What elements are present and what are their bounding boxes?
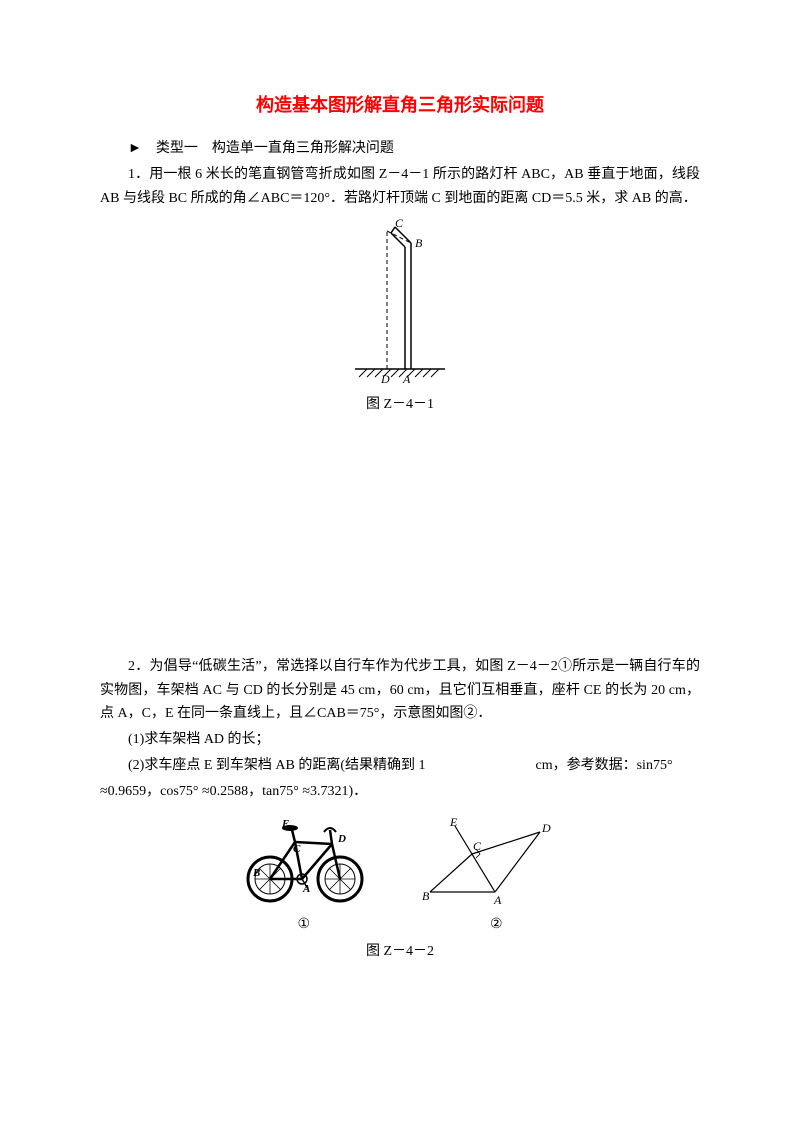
section-type-header: ► 类型一 构造单一直角三角形解决问题 <box>128 137 700 161</box>
figure-2-block: E C D B A E C D B A <box>100 814 700 965</box>
vertical-spacer <box>100 425 700 655</box>
problem-2-text-3a: (2)求车座点 E 到车架档 AB 的距离(结果精确到 1 <box>128 758 426 773</box>
figure-2-caption: 图 Z－4－2 <box>100 940 700 964</box>
figure-1-block: C B D A 图 Z－4－1 <box>100 219 700 417</box>
figure-2-label-e: E <box>449 815 458 829</box>
problem-2-text-1: 2．为倡导“低碳生活”，常选择以自行车作为代步工具，如图 Z－4－2①所示是一辆… <box>100 655 700 726</box>
svg-text:E: E <box>281 818 289 830</box>
problem-1-text: 1．用一根 6 米长的笔直钢管弯折成如图 Z－4－1 所示的路灯杆 ABC，AB… <box>100 163 700 211</box>
svg-text:C: C <box>293 843 301 855</box>
figure-2-label-d: D <box>541 821 551 835</box>
figure-2-label-a: A <box>493 893 502 907</box>
figure-2-label-b: B <box>422 889 430 903</box>
figure-1-label-d: D <box>380 372 390 386</box>
figure-1-svg: C B D A <box>345 219 455 389</box>
figure-1-label-c: C <box>395 219 404 230</box>
figure-2-sub2: ② <box>490 913 503 937</box>
figure-1-label-a: A <box>402 372 411 386</box>
figure-2-svg-diagram: E C D B A <box>400 814 560 909</box>
figure-2-label-c: C <box>473 839 482 853</box>
problem-2-text-3: (2)求车座点 E 到车架档 AB 的距离(结果精确到 1 cm，参考数据：sin… <box>100 754 700 778</box>
figure-2-sub1: ① <box>297 913 310 937</box>
figure-1-caption: 图 Z－4－1 <box>100 393 700 417</box>
svg-text:D: D <box>337 833 346 845</box>
page-title: 构造基本图形解直角三角形实际问题 <box>100 90 700 121</box>
problem-2-text-4: ≈0.9659，cos75° ≈0.2588，tan75° ≈3.7321)． <box>100 780 700 804</box>
problem-2-text-2: (1)求车架档 AD 的长； <box>100 728 700 752</box>
problem-2-text-3b: cm，参考数据：sin75° <box>536 758 673 773</box>
figure-2-svg-bicycle: E C D B A <box>240 814 370 909</box>
svg-text:A: A <box>302 883 310 895</box>
svg-text:B: B <box>252 867 260 879</box>
figure-1-label-b: B <box>415 236 423 250</box>
